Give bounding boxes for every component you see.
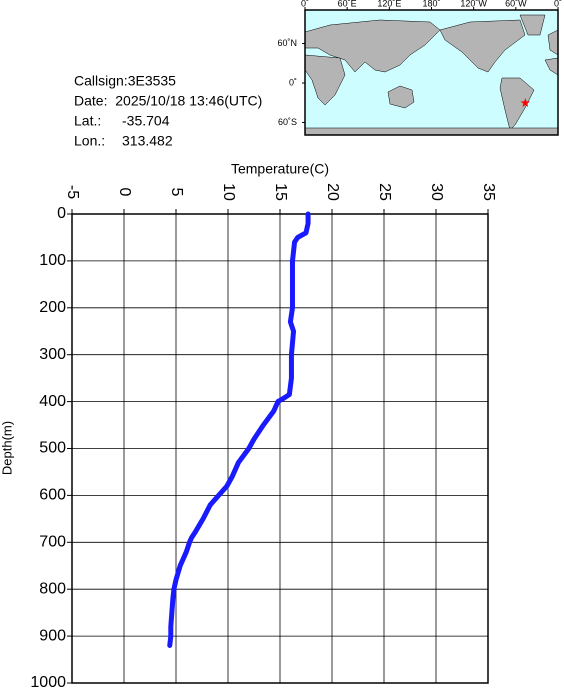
x-tick-label: -5 bbox=[64, 185, 81, 199]
x-tick-label: 0 bbox=[116, 188, 133, 197]
map-x-tick-label: 0˚ bbox=[301, 0, 309, 8]
map-x-tick-label: 60˚E bbox=[338, 0, 357, 8]
map-x-tick-label: 120˚E bbox=[377, 0, 401, 8]
land bbox=[439, 19, 526, 73]
y-tick-label: 300 bbox=[39, 346, 66, 363]
y-tick-label: 1000 bbox=[30, 674, 66, 690]
map-x-tick-label: 180˚ bbox=[422, 0, 440, 8]
lon-label: Lon.: bbox=[74, 133, 105, 149]
map-x-tick-label: 60˚W bbox=[505, 0, 527, 8]
date: Date: 2025/10/18 13:46(UTC) bbox=[74, 93, 262, 109]
map-y-tick-label: 60˚N bbox=[277, 38, 297, 48]
station-marker bbox=[520, 98, 531, 108]
map-x-tick-label: 120˚W bbox=[460, 0, 487, 8]
x-tick-label: 10 bbox=[220, 183, 237, 201]
profile-line bbox=[167, 211, 311, 648]
x-tick-label: 35 bbox=[480, 183, 497, 201]
land bbox=[519, 14, 546, 36]
x-tick-label: 5 bbox=[168, 188, 185, 197]
y-tick-label: 900 bbox=[39, 627, 66, 644]
y-axis-label: Depth(m) bbox=[0, 421, 14, 475]
y-tick-label: 700 bbox=[39, 534, 66, 551]
x-tick-label: 30 bbox=[428, 183, 445, 201]
callsign: Callsign:3E3535 bbox=[74, 73, 176, 89]
map bbox=[304, 9, 559, 136]
land bbox=[304, 19, 441, 73]
y-tick-label: 500 bbox=[39, 440, 66, 457]
y-tick-label: 100 bbox=[39, 252, 66, 269]
x-axis-label: Temperature(C) bbox=[231, 161, 329, 177]
plot-frame bbox=[71, 213, 489, 684]
lat-label: Lat.: bbox=[74, 113, 101, 129]
x-tick-label: 25 bbox=[376, 183, 393, 201]
y-tick-label: 400 bbox=[39, 393, 66, 410]
y-tick-label: 600 bbox=[39, 487, 66, 504]
map-y-tick-label: 0˚ bbox=[289, 77, 297, 87]
lon-value: 313.482 bbox=[122, 133, 173, 149]
map-y-tick-label: 60˚S bbox=[278, 117, 297, 127]
lat-value: -35.704 bbox=[122, 113, 170, 129]
x-tick-label: 20 bbox=[324, 183, 341, 201]
land bbox=[304, 54, 346, 106]
y-tick-label: 200 bbox=[39, 299, 66, 316]
land bbox=[304, 127, 559, 136]
x-tick-label: 15 bbox=[272, 183, 289, 201]
y-tick-label: 0 bbox=[57, 205, 66, 222]
land bbox=[499, 77, 535, 131]
map-x-tick-label: 0˚ bbox=[554, 0, 562, 8]
y-tick-label: 800 bbox=[39, 580, 66, 597]
land bbox=[387, 85, 415, 109]
